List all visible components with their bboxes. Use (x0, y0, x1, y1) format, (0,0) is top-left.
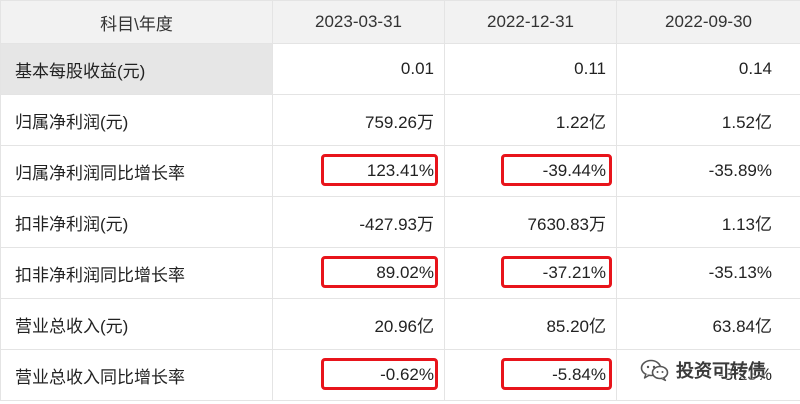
watermark: 投资可转债 (640, 356, 766, 384)
cell-value-highlighted: -39.44% (444, 145, 617, 197)
header-subject-year: 科目\年度 (0, 0, 273, 44)
table-row: 归属净利润(元) 759.26万 1.22亿 1.52亿 (0, 94, 800, 146)
wechat-icon (640, 359, 669, 382)
row-label: 营业总收入同比增长率 (0, 349, 273, 401)
row-label: 归属净利润同比增长率 (0, 145, 273, 197)
cell-value: 85.20亿 (444, 298, 617, 350)
highlight-box (501, 256, 612, 288)
row-label: 基本每股收益(元) (0, 43, 273, 95)
header-2022-12-31[interactable]: 2022-12-31 (444, 0, 617, 44)
cell-value: -3.23% (616, 349, 800, 401)
table-row: 归属净利润同比增长率 123.41% -39.44% -35.89% (0, 145, 800, 197)
cell-value: 0.14 (616, 43, 800, 95)
highlight-box (501, 154, 612, 186)
row-label: 归属净利润(元) (0, 94, 273, 146)
cell-value: 1.52亿 (616, 94, 800, 146)
cell-value-highlighted: -5.84% (444, 349, 617, 401)
header-2022-09-30[interactable]: 2022-09-30 (616, 0, 800, 44)
row-label: 营业总收入(元) (0, 298, 273, 350)
table-row: 基本每股收益(元) 0.01 0.11 0.14 (0, 43, 800, 95)
table-row: 营业总收入(元) 20.96亿 85.20亿 63.84亿 (0, 298, 800, 350)
header-2023-03-31[interactable]: 2023-03-31 (272, 0, 445, 44)
cell-value: 759.26万 (272, 94, 445, 146)
table-row: 扣非净利润(元) -427.93万 7630.83万 1.13亿 (0, 196, 800, 248)
highlight-box (321, 358, 438, 390)
cell-value: 0.01 (272, 43, 445, 95)
cell-value-highlighted: -37.21% (444, 247, 617, 299)
watermark-text: 投资可转债 (676, 361, 766, 381)
cell-value: 1.22亿 (444, 94, 617, 146)
highlight-box (501, 358, 612, 390)
cell-value-highlighted: -0.62% (272, 349, 445, 401)
cell-value: 20.96亿 (272, 298, 445, 350)
cell-value: 1.13亿 (616, 196, 800, 248)
highlight-box (321, 256, 438, 288)
cell-value-highlighted: 89.02% (272, 247, 445, 299)
cell-value: -35.13% (616, 247, 800, 299)
cell-value: 0.11 (444, 43, 617, 95)
cell-value: 63.84亿 (616, 298, 800, 350)
header-row: 科目\年度 2023-03-31 2022-12-31 2022-09-30 (0, 0, 800, 44)
cell-value: 7630.83万 (444, 196, 617, 248)
highlight-box (321, 154, 438, 186)
table-row: 扣非净利润同比增长率 89.02% -37.21% -35.13% (0, 247, 800, 299)
row-label: 扣非净利润(元) (0, 196, 273, 248)
cell-value-highlighted: 123.41% (272, 145, 445, 197)
cell-value: -427.93万 (272, 196, 445, 248)
cell-value: -35.89% (616, 145, 800, 197)
table-row: 营业总收入同比增长率 -0.62% -5.84% -3.23% (0, 349, 800, 401)
row-label: 扣非净利润同比增长率 (0, 247, 273, 299)
